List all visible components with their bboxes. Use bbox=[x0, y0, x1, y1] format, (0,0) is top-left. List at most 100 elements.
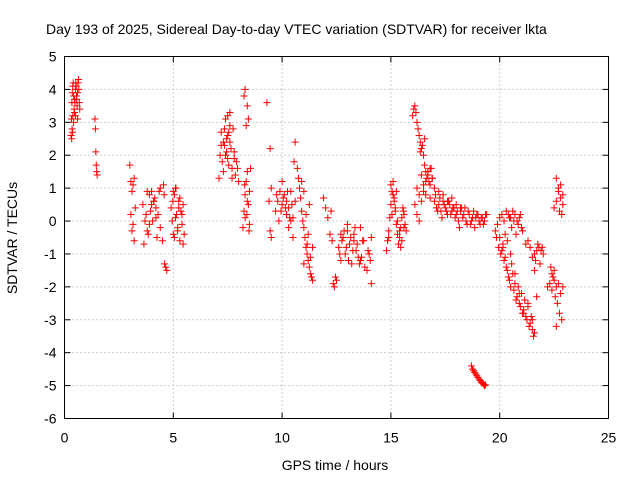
data-point bbox=[140, 240, 148, 248]
data-point bbox=[156, 224, 164, 232]
data-point bbox=[551, 293, 559, 301]
data-point bbox=[524, 299, 532, 307]
data-point bbox=[415, 217, 423, 225]
data-point bbox=[282, 197, 290, 205]
data-point bbox=[241, 181, 249, 189]
data-point bbox=[170, 234, 178, 241]
x-tick-label: 15 bbox=[383, 430, 399, 446]
data-point bbox=[331, 273, 339, 281]
data-point bbox=[302, 210, 310, 218]
data-point bbox=[328, 237, 336, 245]
data-point bbox=[278, 201, 286, 209]
data-point bbox=[448, 194, 456, 202]
data-point bbox=[430, 197, 438, 205]
data-point bbox=[469, 214, 476, 222]
data-point bbox=[471, 224, 479, 232]
data-point bbox=[367, 234, 375, 241]
data-point bbox=[169, 197, 177, 205]
data-point bbox=[296, 184, 304, 192]
data-point bbox=[230, 148, 238, 156]
data-point bbox=[76, 105, 84, 113]
data-point bbox=[552, 197, 560, 205]
data-point bbox=[301, 234, 309, 241]
data-point bbox=[219, 168, 227, 176]
data-point bbox=[397, 243, 405, 251]
data-point bbox=[155, 187, 163, 195]
data-point bbox=[503, 237, 511, 245]
data-point bbox=[72, 92, 80, 100]
data-point bbox=[467, 362, 475, 370]
data-point bbox=[219, 138, 227, 146]
data-point bbox=[93, 171, 101, 179]
data-point bbox=[68, 135, 76, 143]
data-point bbox=[396, 227, 404, 235]
data-point bbox=[559, 201, 567, 209]
data-point bbox=[383, 247, 391, 255]
data-point bbox=[300, 224, 308, 232]
data-point bbox=[416, 148, 424, 156]
data-point bbox=[348, 260, 356, 268]
data-point bbox=[355, 260, 363, 268]
y-tick-label: -3 bbox=[44, 312, 57, 328]
data-point bbox=[69, 128, 77, 136]
data-point bbox=[145, 220, 153, 228]
x-tick-label: 5 bbox=[169, 430, 177, 446]
data-point bbox=[176, 194, 184, 202]
data-point bbox=[559, 283, 567, 291]
data-point bbox=[455, 224, 463, 232]
y-tick-label: 3 bbox=[49, 114, 57, 130]
data-point bbox=[436, 194, 444, 202]
data-point bbox=[510, 286, 518, 294]
data-point bbox=[217, 128, 225, 136]
data-point bbox=[512, 296, 520, 304]
data-point bbox=[385, 234, 393, 241]
data-point bbox=[515, 214, 523, 222]
data-point bbox=[499, 243, 507, 251]
data-point bbox=[420, 181, 428, 189]
data-point bbox=[350, 230, 358, 238]
x-tick-label: 25 bbox=[601, 430, 617, 446]
data-point bbox=[498, 247, 506, 255]
data-point bbox=[241, 85, 249, 93]
data-point bbox=[392, 220, 400, 228]
data-point bbox=[129, 220, 137, 228]
data-point bbox=[519, 227, 527, 235]
data-point bbox=[152, 204, 160, 212]
data-point bbox=[363, 266, 371, 274]
data-point bbox=[92, 161, 100, 169]
data-point bbox=[514, 283, 522, 291]
data-point bbox=[297, 194, 305, 202]
data-point bbox=[477, 214, 485, 222]
data-point bbox=[70, 118, 78, 126]
data-point bbox=[215, 174, 223, 182]
data-point bbox=[247, 164, 255, 172]
data-point bbox=[146, 207, 154, 215]
data-point bbox=[517, 224, 525, 232]
data-point bbox=[558, 316, 566, 324]
data-point bbox=[223, 148, 231, 156]
data-point bbox=[356, 257, 364, 265]
data-point bbox=[139, 201, 147, 209]
data-point bbox=[457, 204, 465, 212]
data-point bbox=[281, 204, 289, 212]
x-axis-label: GPS time / hours bbox=[282, 457, 389, 473]
data-point bbox=[473, 210, 481, 218]
data-point bbox=[392, 187, 400, 195]
data-point bbox=[276, 187, 284, 195]
data-point bbox=[167, 204, 175, 212]
data-point bbox=[293, 164, 301, 172]
data-point bbox=[244, 115, 252, 123]
data-point bbox=[156, 184, 164, 192]
data-point bbox=[218, 158, 226, 166]
data-point bbox=[420, 151, 428, 159]
data-point bbox=[534, 240, 542, 248]
data-point bbox=[243, 168, 251, 176]
data-point bbox=[128, 227, 136, 235]
data-point bbox=[364, 247, 372, 255]
data-point bbox=[351, 224, 359, 232]
data-point bbox=[511, 270, 519, 278]
data-point bbox=[501, 253, 509, 261]
data-point bbox=[275, 217, 283, 225]
data-point bbox=[152, 214, 160, 222]
data-point bbox=[306, 270, 314, 278]
